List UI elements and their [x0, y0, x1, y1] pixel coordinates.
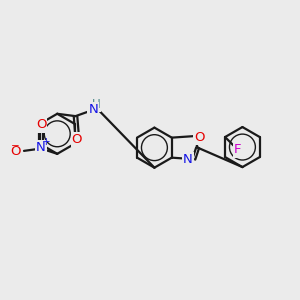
Text: N: N [88, 103, 98, 116]
Text: N: N [36, 141, 46, 154]
Text: −: − [11, 141, 20, 151]
Text: O: O [194, 131, 204, 144]
Text: N: N [183, 153, 193, 166]
Text: F: F [234, 143, 241, 157]
Text: O: O [36, 118, 46, 131]
Text: O: O [72, 133, 82, 146]
Text: +: + [42, 137, 51, 147]
Text: O: O [11, 145, 21, 158]
Text: H: H [92, 98, 100, 111]
